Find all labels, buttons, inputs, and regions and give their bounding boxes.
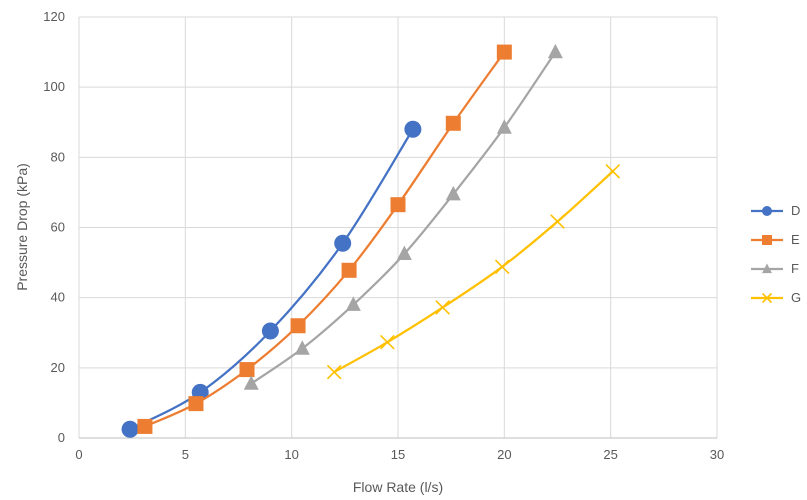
data-point (494, 259, 510, 275)
legend-item-E: E (751, 232, 800, 247)
data-point (341, 262, 357, 278)
legend-label: D (791, 203, 800, 218)
data-point (334, 234, 352, 252)
series-G (326, 164, 621, 380)
y-tick-label: 80 (51, 149, 65, 164)
legend-item-F: F (751, 261, 799, 276)
series-D (121, 120, 422, 438)
data-point (137, 418, 153, 434)
x-tick-label: 0 (75, 447, 82, 462)
data-point (326, 364, 342, 380)
series-line (333, 170, 614, 374)
data-point (121, 420, 139, 438)
x-axis-title: Flow Rate (l/s) (353, 479, 443, 495)
y-axis-ticks: 0 20 40 60 80 100 120 (43, 9, 65, 445)
data-point (188, 396, 204, 412)
data-point (404, 120, 422, 138)
y-tick-label: 40 (51, 290, 65, 305)
data-point (390, 197, 406, 213)
series-line (144, 51, 506, 428)
data-point (290, 318, 306, 334)
data-point (380, 334, 395, 350)
x-tick-label: 30 (710, 447, 724, 462)
x-axis-ticks: 0 5 10 15 20 25 30 (75, 447, 724, 462)
series-layer (121, 43, 621, 438)
legend-marker (762, 263, 772, 274)
data-point (550, 214, 565, 229)
x-tick-label: 25 (603, 447, 617, 462)
data-point (294, 340, 310, 355)
data-point (239, 362, 255, 378)
series-line (129, 128, 414, 431)
data-point (605, 164, 621, 179)
data-point (496, 119, 512, 134)
x-tick-label: 10 (284, 447, 298, 462)
series-E (137, 44, 512, 434)
data-point (435, 300, 450, 315)
legend-label: F (791, 261, 799, 276)
y-tick-label: 20 (51, 360, 65, 375)
y-tick-label: 60 (51, 220, 65, 235)
x-tick-label: 5 (182, 447, 189, 462)
y-axis-title: Pressure Drop (kPa) (14, 163, 30, 291)
data-point (396, 245, 412, 260)
x-tick-label: 15 (391, 447, 405, 462)
y-tick-label: 100 (43, 79, 65, 94)
data-point (445, 185, 461, 201)
legend-item-D: D (751, 203, 800, 218)
legend-item-G: G (751, 290, 801, 305)
series-F (243, 43, 563, 390)
grid-lines (78, 16, 718, 439)
legend-marker (762, 235, 772, 245)
y-tick-label: 120 (43, 9, 65, 24)
data-point (445, 115, 461, 131)
data-point (496, 44, 512, 60)
series-line (250, 51, 557, 385)
legend-marker (762, 206, 772, 216)
data-point (345, 296, 361, 311)
y-tick-label: 0 (58, 430, 65, 445)
x-tick-label: 20 (497, 447, 511, 462)
data-point (243, 375, 259, 390)
legend-marker (761, 292, 773, 304)
legend-label: G (791, 290, 801, 305)
data-point (261, 322, 279, 340)
data-point (547, 43, 563, 59)
legend-label: E (791, 232, 800, 247)
